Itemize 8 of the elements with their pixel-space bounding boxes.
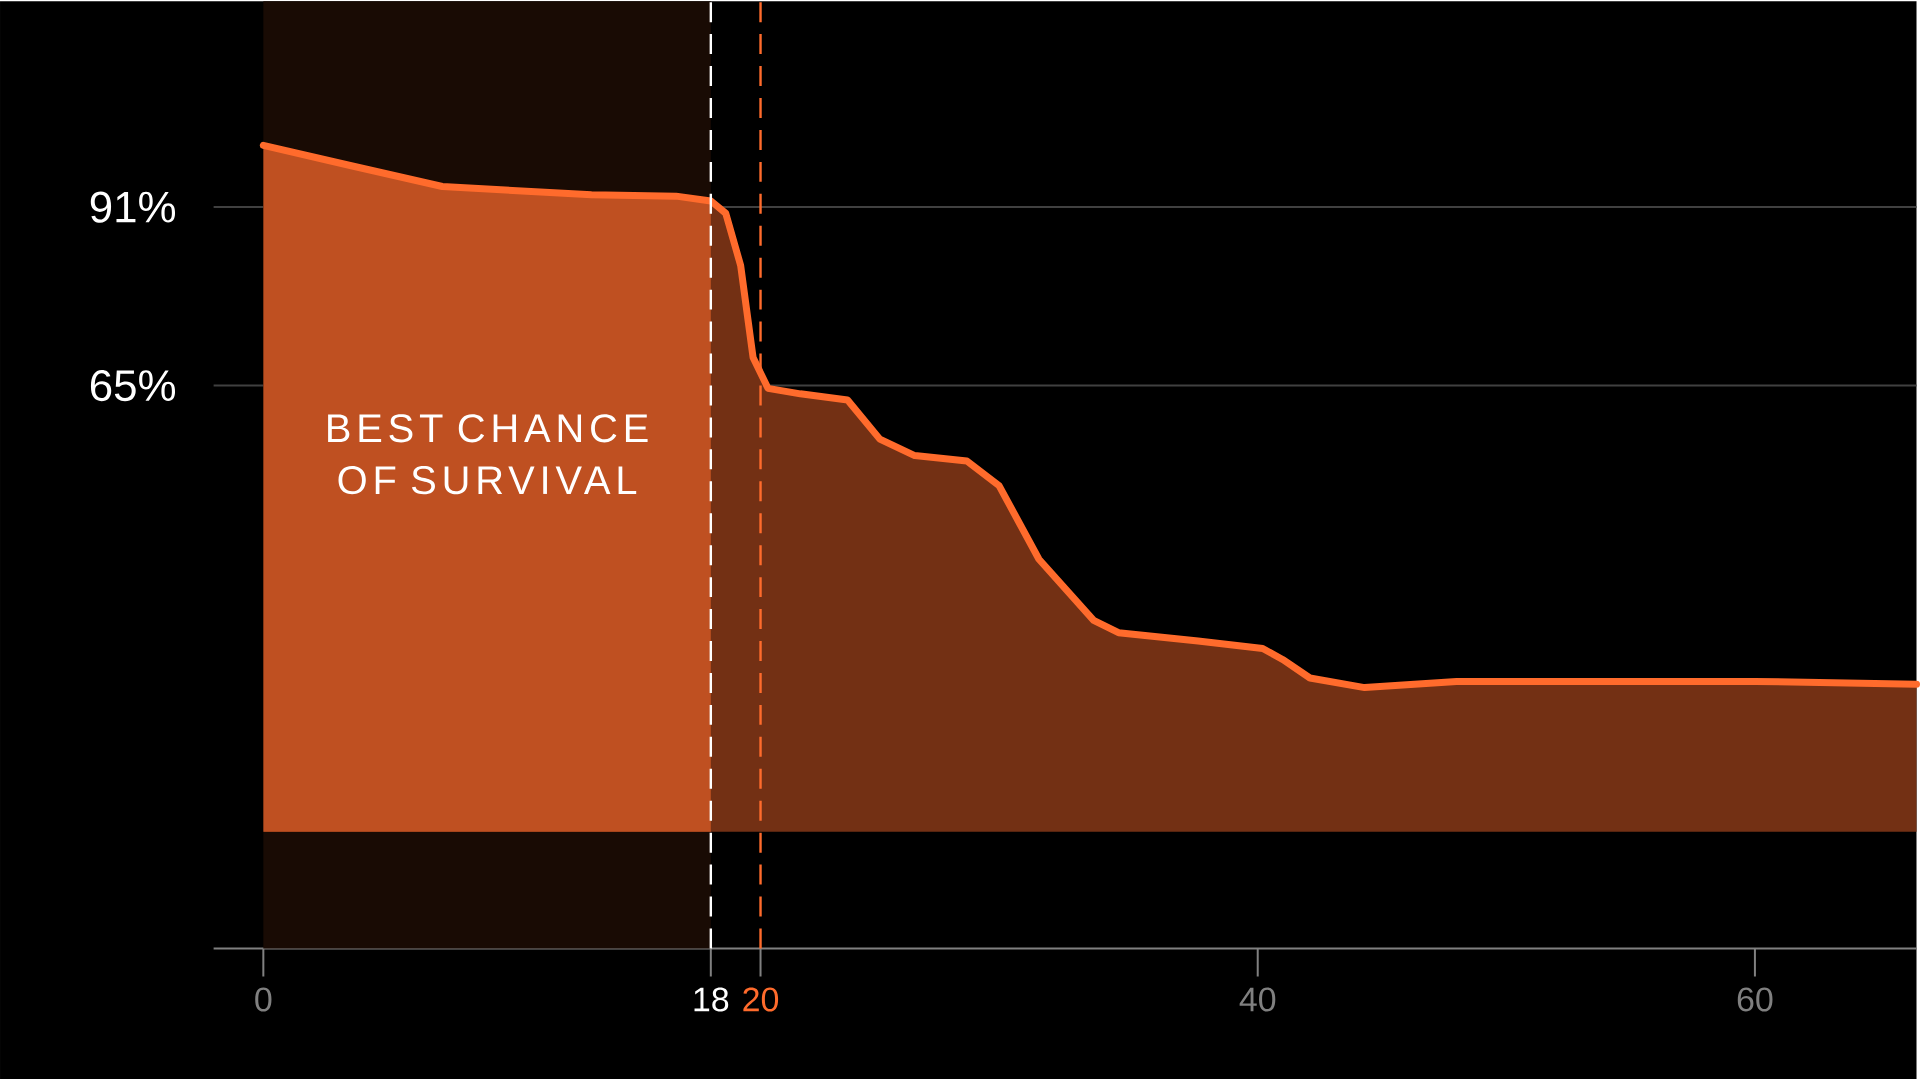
- x-tick-label: 18: [694, 987, 729, 1012]
- x-tick-label: 40: [1239, 987, 1276, 1012]
- x-tick-label: 0: [255, 987, 272, 1012]
- band-label: BEST CHANCE OF SURVIVAL: [328, 414, 648, 495]
- y-tick-label: 91%: [90, 191, 176, 223]
- x-tick-label: 20: [743, 987, 779, 1012]
- x-tick-label: 60: [1737, 987, 1773, 1012]
- y-tick-label: 65%: [90, 369, 176, 402]
